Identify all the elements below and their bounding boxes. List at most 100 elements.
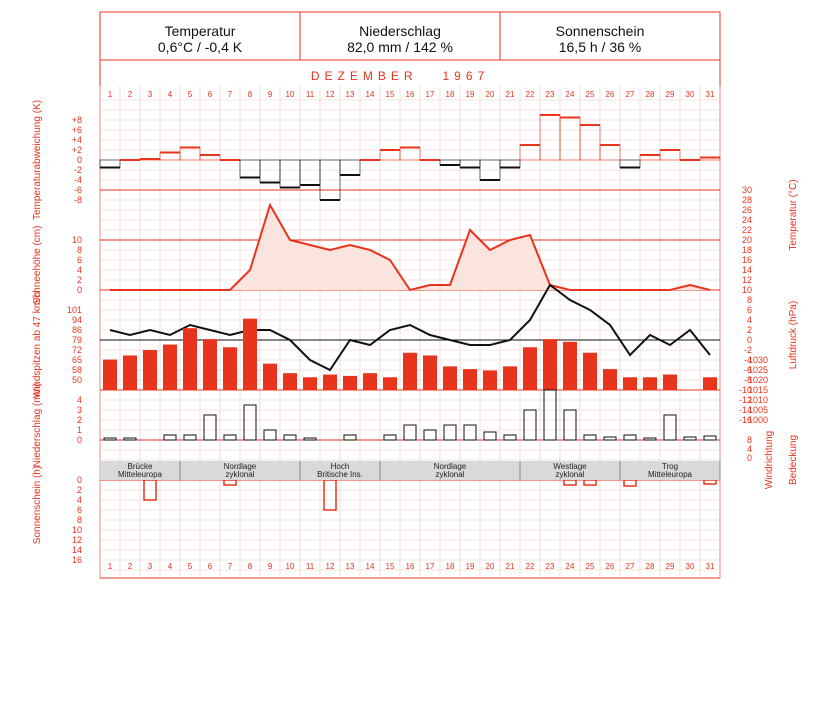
precip-bar <box>683 436 697 441</box>
temp-deviation-bar <box>539 114 561 161</box>
tick-label: 1 <box>77 425 82 435</box>
tick-label: -2 <box>744 345 752 355</box>
wind-peak-bar <box>203 339 217 390</box>
tick-label: -12 <box>739 395 752 405</box>
day-label: 11 <box>306 90 315 99</box>
temp-deviation-bar <box>599 144 621 161</box>
precip-bar <box>623 434 637 441</box>
tick-label: 26 <box>742 205 752 215</box>
temp-deviation-bar <box>499 159 521 168</box>
axis-label-precip: Niederschlag (mm) <box>32 383 43 467</box>
tick-label: 1030 <box>748 355 768 365</box>
day-label: 2 <box>128 90 133 99</box>
wind-peak-bar <box>363 373 377 390</box>
weather-type-label: zyklonal <box>226 470 255 479</box>
sunshine-bar <box>323 479 337 511</box>
wind-peak-bar <box>183 328 197 390</box>
snow-depth-area <box>110 205 710 290</box>
day-label: 24 <box>566 562 575 571</box>
day-label: 20 <box>486 562 495 571</box>
day-label: 13 <box>346 562 355 571</box>
day-label: 29 <box>666 562 675 571</box>
temp-deviation-bar <box>99 159 121 168</box>
axis-label-temperature: Temperatur (°C) <box>788 179 799 250</box>
tick-label: -16 <box>739 415 752 425</box>
day-label: 1 <box>108 562 113 571</box>
axis-label-wind: Windspitzen ab 47 km/h <box>32 292 43 399</box>
tick-label: 2 <box>747 325 752 335</box>
wind-peak-bar <box>143 350 157 390</box>
weather-type-label: Britische Ins. <box>317 470 363 479</box>
tick-label: 79 <box>72 335 82 345</box>
tick-label: 8 <box>77 515 82 525</box>
precip-bar <box>483 431 497 441</box>
wind-peak-bar <box>163 344 177 390</box>
precip-bar <box>563 409 577 441</box>
wind-peak-bar <box>623 377 637 390</box>
day-label: 28 <box>646 562 655 571</box>
tick-label: 94 <box>72 315 82 325</box>
precip-bar <box>443 424 457 441</box>
weather-type-label: Trog <box>662 462 678 471</box>
temp-deviation-bar <box>239 159 261 178</box>
day-label: 29 <box>666 90 675 99</box>
temp-deviation-bar <box>519 144 541 161</box>
temp-deviation-bar <box>459 159 481 168</box>
temp-deviation-bar <box>619 159 641 168</box>
day-label: 12 <box>326 90 335 99</box>
tick-label: -8 <box>74 195 82 205</box>
wind-peak-bar <box>283 373 297 390</box>
day-label: 24 <box>566 90 575 99</box>
tick-label: 14 <box>742 265 752 275</box>
tick-label: 0 <box>77 155 82 165</box>
axis-label-temp-dev: Temperaturabweichung (K) <box>32 100 43 220</box>
day-label: 27 <box>626 90 635 99</box>
axis-label-pressure: Luftdruck (hPa) <box>788 301 799 369</box>
weather-type-label: Westlage <box>553 462 587 471</box>
day-label: 12 <box>326 562 335 571</box>
wind-peak-bar <box>523 347 537 390</box>
wind-peak-bar <box>403 352 417 390</box>
wind-peak-bar <box>503 366 517 390</box>
precip-bar <box>223 434 237 441</box>
precip-bar <box>303 437 317 441</box>
tick-label: 8 <box>747 295 752 305</box>
day-label: 4 <box>168 562 173 571</box>
weather-type-label: Nordlage <box>434 462 467 471</box>
wind-peak-bar <box>263 363 277 390</box>
day-labels-bottom: 1 2 3 4 5 6 7 8 9 10 11 12 13 14 15 16 17 18 19 20 21 22 23 24 2… <box>108 562 715 571</box>
precip-bar <box>523 409 537 441</box>
tick-label: 58 <box>72 365 82 375</box>
tick-label: 14 <box>72 545 82 555</box>
day-label: 19 <box>466 562 475 571</box>
sunshine-bar <box>563 479 577 486</box>
precipitation-title: Niederschlag <box>359 23 441 39</box>
temperature-title: Temperatur <box>165 23 236 39</box>
precip-bar <box>583 434 597 441</box>
wind-peak-bar <box>423 355 437 390</box>
precip-bar <box>403 424 417 441</box>
day-label: 17 <box>426 562 435 571</box>
weather-type-label: Mitteleuropa <box>118 470 163 479</box>
tick-label: 0 <box>747 335 752 345</box>
weather-type-label: zyklonal <box>436 470 465 479</box>
tick-label: 12 <box>72 535 82 545</box>
sunshine-bar <box>583 479 597 486</box>
day-label: 5 <box>188 90 193 99</box>
wind-peak-bar <box>643 377 657 390</box>
day-label: 10 <box>286 562 295 571</box>
day-label: 31 <box>706 562 715 571</box>
day-label: 15 <box>386 562 395 571</box>
temp-deviation-bar <box>399 147 421 161</box>
wind-peak-bar <box>543 339 557 390</box>
tick-label: +4 <box>72 135 82 145</box>
left-axis-ticks: +8+6+4+20-2-4-6-810864201019486797265585… <box>67 115 82 565</box>
day-label: 25 <box>586 562 595 571</box>
tick-label: -10 <box>739 385 752 395</box>
tick-label: 0 <box>77 475 82 485</box>
sunshine-value: 16,5 h / 36 % <box>559 39 642 55</box>
tick-label: 4 <box>747 315 752 325</box>
tick-label: -8 <box>744 375 752 385</box>
tick-label: 8 <box>747 435 752 445</box>
sunshine-bar <box>703 479 717 485</box>
